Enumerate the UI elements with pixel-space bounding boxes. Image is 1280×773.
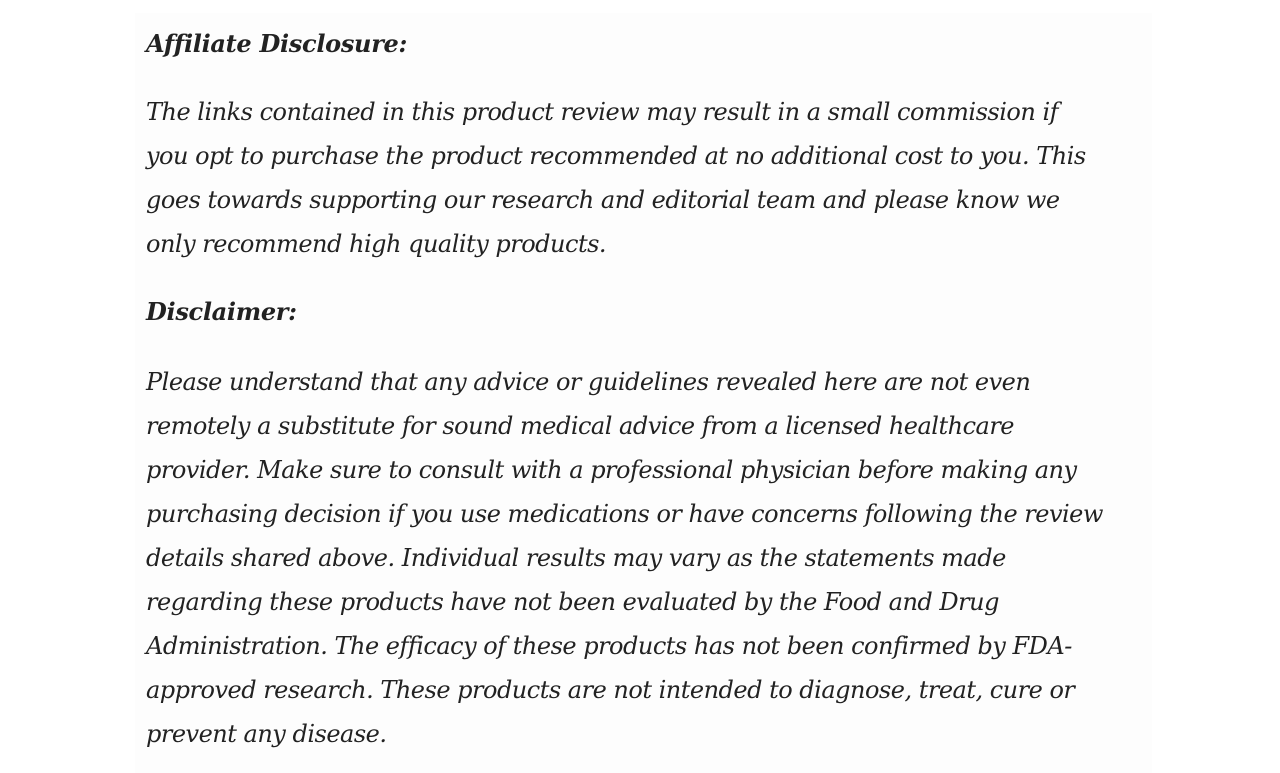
text-line: Please understand that any advice or gui… <box>146 368 1031 396</box>
text-line: prevent any disease. <box>146 720 387 748</box>
text-line: details shared above. Individual results… <box>146 544 1006 572</box>
disclaimer-text: Please understand that any advice or gui… <box>146 360 1103 756</box>
disclosure-container <box>135 13 1152 773</box>
text-line: remotely a substitute for sound medical … <box>146 412 1014 440</box>
text-line: The links contained in this product revi… <box>146 98 1059 126</box>
text-line: only recommend high quality products. <box>146 230 607 258</box>
text-line: provider. Make sure to consult with a pr… <box>146 456 1077 484</box>
affiliate-disclosure-heading: Affiliate Disclosure: <box>146 29 408 58</box>
text-line: purchasing decision if you use medicatio… <box>146 500 1103 528</box>
disclosure-content: Affiliate Disclosure: The links containe… <box>146 22 1103 756</box>
affiliate-disclosure-text: The links contained in this product revi… <box>146 90 1103 266</box>
text-line: regarding these products have not been e… <box>146 588 999 616</box>
text-line: Administration. The efficacy of these pr… <box>146 632 1072 660</box>
text-line: approved research. These products are no… <box>146 676 1075 704</box>
text-line: goes towards supporting our research and… <box>146 186 1060 214</box>
text-line: you opt to purchase the product recommen… <box>146 142 1086 170</box>
disclaimer-heading: Disclaimer: <box>146 297 297 326</box>
